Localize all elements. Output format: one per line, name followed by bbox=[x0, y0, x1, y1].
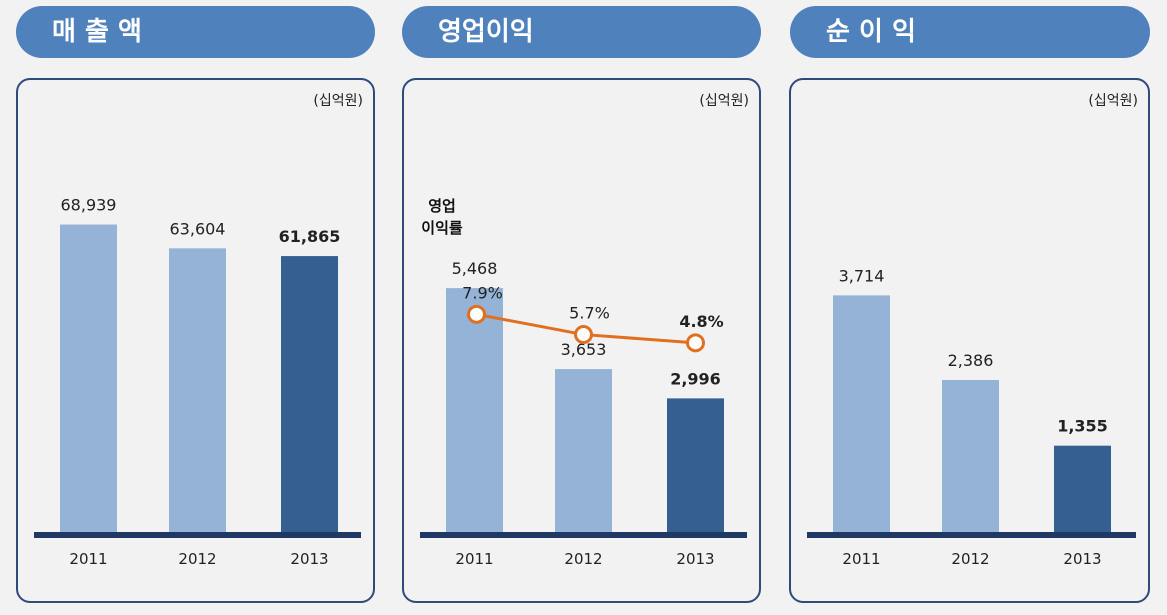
margin-line-segment bbox=[583, 333, 696, 345]
net-income-chart-panel: (십억원) 3,714 2011 2,386 2012 1,355 2013 bbox=[789, 78, 1150, 603]
data-label-2011: 5,468 bbox=[452, 259, 498, 278]
x-tick-label-2012: 2012 bbox=[178, 550, 216, 568]
revenue-chart: 68,939 2011 63,604 2012 61,865 2013 bbox=[34, 196, 361, 568]
margin-point-2013 bbox=[686, 333, 705, 353]
x-tick-label-2012: 2012 bbox=[564, 550, 602, 568]
data-label-2013: 1,355 bbox=[1057, 417, 1108, 436]
data-label-2012: 2,386 bbox=[948, 351, 994, 370]
x-tick-label-2013: 2013 bbox=[290, 550, 328, 568]
header-operating-profit: 영업이익 bbox=[402, 6, 761, 58]
data-label-2013: 2,996 bbox=[670, 369, 721, 388]
data-label-2011: 68,939 bbox=[61, 196, 117, 215]
net-income-chart: 3,714 2011 2,386 2012 1,355 2013 bbox=[807, 266, 1136, 568]
bar-2012 bbox=[555, 369, 612, 532]
x-axis-baseline bbox=[420, 532, 747, 538]
bar-2013 bbox=[667, 398, 724, 532]
x-axis-baseline bbox=[34, 532, 361, 538]
margin-point-2011 bbox=[467, 304, 486, 324]
bar-2011 bbox=[833, 295, 890, 532]
x-tick-label-2011: 2011 bbox=[455, 550, 493, 568]
header-net-income-title: 순 이 익 bbox=[826, 17, 916, 47]
unit-label: (십억원) bbox=[699, 93, 749, 109]
bar-2013 bbox=[1054, 445, 1111, 532]
data-label-2012: 63,604 bbox=[170, 219, 226, 238]
data-label-2011: 3,714 bbox=[839, 266, 885, 285]
header-revenue: 매 출 액 bbox=[16, 6, 375, 58]
margin-point-2012 bbox=[574, 325, 593, 345]
header-operating-profit-title: 영업이익 bbox=[438, 17, 534, 47]
margin-label-2012: 5.7% bbox=[569, 304, 610, 323]
operating-profit-chart: 5,468 2011 3,653 2012 2,996 2013 7.9% 5.7% 4.8% 영… bbox=[420, 197, 747, 568]
x-axis-baseline bbox=[807, 532, 1136, 538]
header-net-income: 순 이 익 bbox=[790, 6, 1150, 58]
x-tick-label-2013: 2013 bbox=[676, 550, 714, 568]
data-label-2013: 61,865 bbox=[279, 227, 341, 246]
unit-label: (십억원) bbox=[1088, 93, 1138, 109]
margin-series-label: 영업 bbox=[428, 197, 456, 215]
margin-line-segment bbox=[476, 312, 584, 337]
revenue-chart-panel: (십억원) 68,939 2011 63,604 2012 61,865 2013 bbox=[16, 78, 375, 603]
bar-2012 bbox=[942, 379, 999, 532]
data-label-2012: 3,653 bbox=[561, 340, 607, 359]
bar-2011 bbox=[60, 224, 117, 533]
x-tick-label-2013: 2013 bbox=[1063, 550, 1101, 568]
margin-label-2013: 4.8% bbox=[679, 312, 723, 331]
bar-2013 bbox=[281, 256, 338, 532]
operating-profit-chart-panel: (십억원) 5,468 2011 3,653 2012 2,996 2013 7.9% 5.7… bbox=[402, 78, 761, 603]
bar-2012 bbox=[169, 248, 226, 532]
header-revenue-title: 매 출 액 bbox=[52, 17, 142, 47]
margin-label-2011: 7.9% bbox=[462, 283, 503, 302]
x-tick-label-2012: 2012 bbox=[951, 550, 989, 568]
x-tick-label-2011: 2011 bbox=[69, 550, 107, 568]
margin-series-label: 이익률 bbox=[421, 219, 463, 237]
bar-2011 bbox=[446, 288, 503, 532]
x-tick-label-2011: 2011 bbox=[842, 550, 880, 568]
unit-label: (십억원) bbox=[313, 93, 363, 109]
